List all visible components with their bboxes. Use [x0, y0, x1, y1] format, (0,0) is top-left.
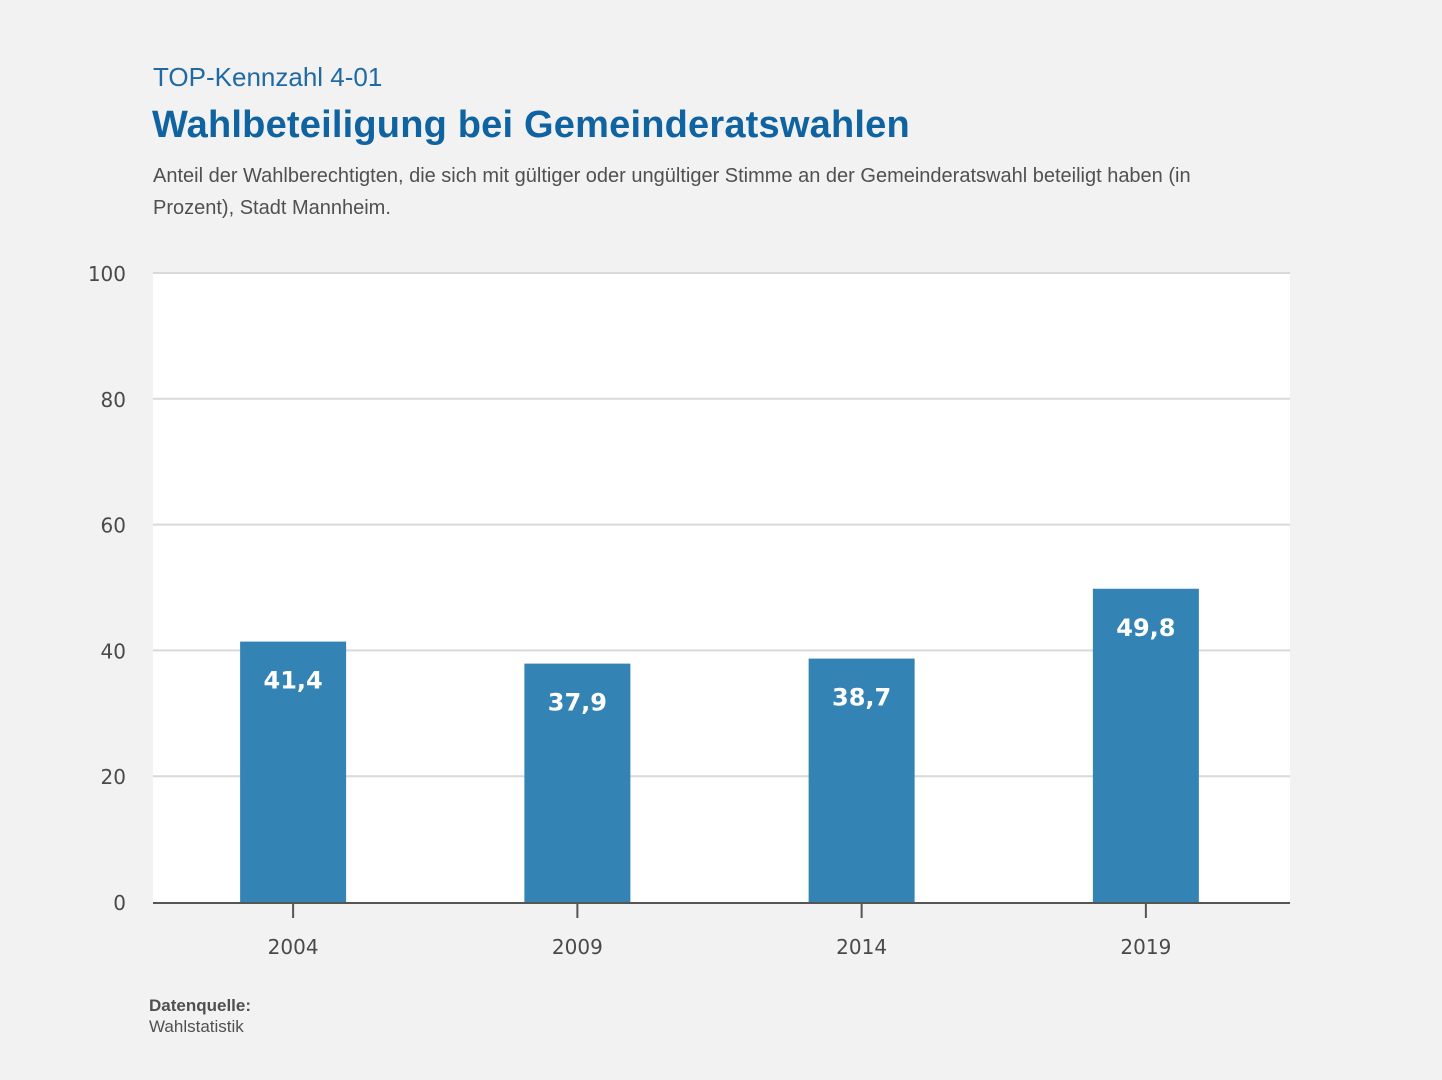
x-tick-label: 2019: [1120, 935, 1171, 959]
x-axis: 2004 2009 2014 2019: [268, 904, 1171, 959]
bar-value-label: 38,7: [832, 684, 891, 712]
y-tick-label: 20: [101, 765, 126, 789]
bar-value-label: 41,4: [264, 667, 323, 695]
y-tick-label: 80: [101, 388, 126, 412]
y-tick-label: 60: [101, 514, 126, 538]
bar: [1092, 588, 1199, 902]
chart-kicker: TOP-Kennzahl 4-01: [153, 62, 383, 92]
x-tick-label: 2009: [552, 935, 603, 959]
source-value: Wahlstatistik: [149, 1017, 244, 1036]
y-axis: 0 20 40 60 80 100: [88, 262, 126, 915]
bar: [240, 641, 347, 902]
bar: [808, 658, 915, 902]
bar-value-label: 49,8: [1116, 614, 1175, 642]
bar-value-label: 37,9: [548, 689, 607, 717]
bar: [524, 663, 631, 902]
y-tick-label: 0: [113, 891, 126, 915]
chart-subtitle: Anteil der Wahlberechtigten, die sich mi…: [153, 165, 1191, 219]
y-tick-label: 40: [101, 639, 126, 663]
x-tick-label: 2014: [836, 935, 887, 959]
source-label: Datenquelle:: [149, 996, 252, 1015]
x-tick-label: 2004: [268, 935, 319, 959]
y-tick-label: 100: [88, 262, 126, 286]
bars: 41,4 37,9 38,7 49,8: [240, 588, 1199, 902]
chart-title: Wahlbeteiligung bei Gemeinderatswahlen: [152, 104, 910, 146]
